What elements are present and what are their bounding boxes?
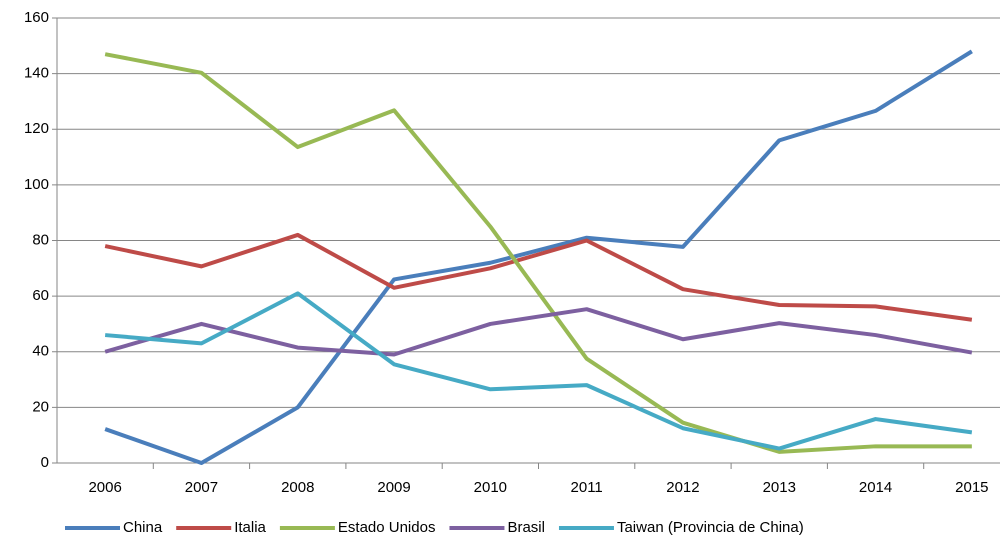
legend-label: Brasil bbox=[507, 519, 545, 536]
series-line bbox=[104, 307, 973, 357]
x-tick-label: 2013 bbox=[763, 479, 796, 496]
y-tick-label: 40 bbox=[32, 343, 49, 360]
legend-label: Italia bbox=[234, 519, 266, 536]
y-tick-label: 20 bbox=[32, 398, 49, 415]
x-tick-label: 2006 bbox=[88, 479, 121, 496]
y-tick-label: 100 bbox=[24, 176, 49, 193]
y-tick-label: 160 bbox=[24, 9, 49, 26]
y-tick-label: 60 bbox=[32, 287, 49, 304]
y-tick-label: 80 bbox=[32, 231, 49, 248]
x-tick-label: 2015 bbox=[955, 479, 988, 496]
y-tick-label: 140 bbox=[24, 65, 49, 82]
x-tick-label: 2009 bbox=[377, 479, 410, 496]
x-tick-label: 2011 bbox=[571, 479, 603, 496]
x-tick-label: 2012 bbox=[666, 479, 699, 496]
series-line bbox=[104, 291, 973, 451]
legend-label: China bbox=[123, 519, 163, 536]
x-tick-label: 2008 bbox=[281, 479, 314, 496]
x-tick-label: 2014 bbox=[859, 479, 892, 496]
x-tick-label: 2010 bbox=[474, 479, 507, 496]
legend-label: Estado Unidos bbox=[338, 519, 436, 536]
series-line bbox=[104, 52, 972, 454]
x-tick-label: 2007 bbox=[185, 479, 218, 496]
legend-label: Taiwan (Provincia de China) bbox=[617, 519, 804, 536]
series-line bbox=[104, 49, 973, 465]
y-tick-label: 0 bbox=[41, 454, 49, 471]
series-line bbox=[104, 232, 973, 322]
y-tick-label: 120 bbox=[24, 120, 49, 137]
